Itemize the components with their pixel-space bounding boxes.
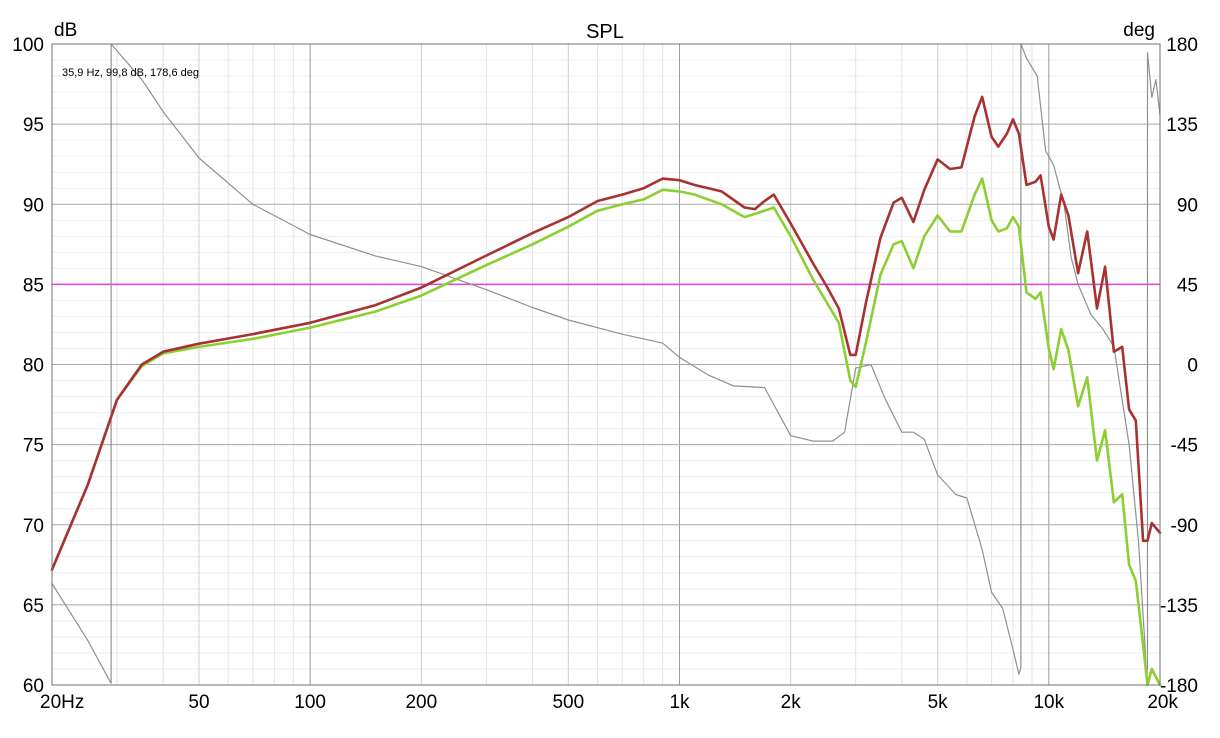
spl-curve-green xyxy=(50,177,1162,687)
y-tick-label: 100 xyxy=(12,35,44,56)
x-tick-label: 10k xyxy=(1033,692,1064,713)
y2-tick-label: -90 xyxy=(1171,516,1198,537)
y2-tick-label: 180 xyxy=(1166,35,1198,56)
y2-tick-label: 135 xyxy=(1166,115,1198,136)
cursor-readout: 35,9 Hz, 99,8 dB, 178,6 deg xyxy=(62,67,199,79)
x-tick-label: 100 xyxy=(294,692,326,713)
y2-tick-label: -45 xyxy=(1171,436,1198,457)
y-tick-label: 60 xyxy=(23,676,44,697)
y2-tick-label: 0 xyxy=(1187,356,1198,377)
x-tick-label: 20Hz xyxy=(40,692,84,713)
y-tick-label: 80 xyxy=(23,356,44,377)
y2-tick-label: 90 xyxy=(1177,195,1198,216)
x-tick-label: 1k xyxy=(669,692,690,713)
y-tick-labels: 100 95 90 85 80 75 70 65 60 xyxy=(12,35,44,697)
y2-tick-labels: 180 135 90 45 0 -45 -90 -135 -180 xyxy=(1160,35,1198,697)
y2-axis-unit: deg xyxy=(1123,20,1155,41)
spl-curve-red xyxy=(50,95,1162,571)
y2-tick-label: -180 xyxy=(1160,676,1198,697)
x-tick-label: 500 xyxy=(552,692,584,713)
chart-title: SPL xyxy=(586,21,624,43)
y-tick-label: 85 xyxy=(23,275,44,296)
y-tick-label: 75 xyxy=(23,436,44,457)
x-tick-labels: 20Hz 50 100 200 500 1k 2k 5k 10k 20k xyxy=(40,692,1178,713)
y-tick-label: 95 xyxy=(23,115,44,136)
y-tick-label: 90 xyxy=(23,195,44,216)
y-axis-unit: dB xyxy=(54,20,77,41)
x-tick-label: 2k xyxy=(781,692,802,713)
series-layer xyxy=(50,43,1162,687)
y2-tick-label: 45 xyxy=(1177,275,1198,296)
y-tick-label: 65 xyxy=(23,596,44,617)
x-tick-label: 20k xyxy=(1147,692,1178,713)
x-tick-label: 50 xyxy=(188,692,209,713)
x-tick-label: 200 xyxy=(405,692,437,713)
y2-tick-label: -135 xyxy=(1160,596,1198,617)
phase-curve xyxy=(51,43,1161,684)
y-tick-label: 70 xyxy=(23,516,44,537)
plot-frame xyxy=(51,43,1161,686)
x-tick-label: 5k xyxy=(928,692,949,713)
